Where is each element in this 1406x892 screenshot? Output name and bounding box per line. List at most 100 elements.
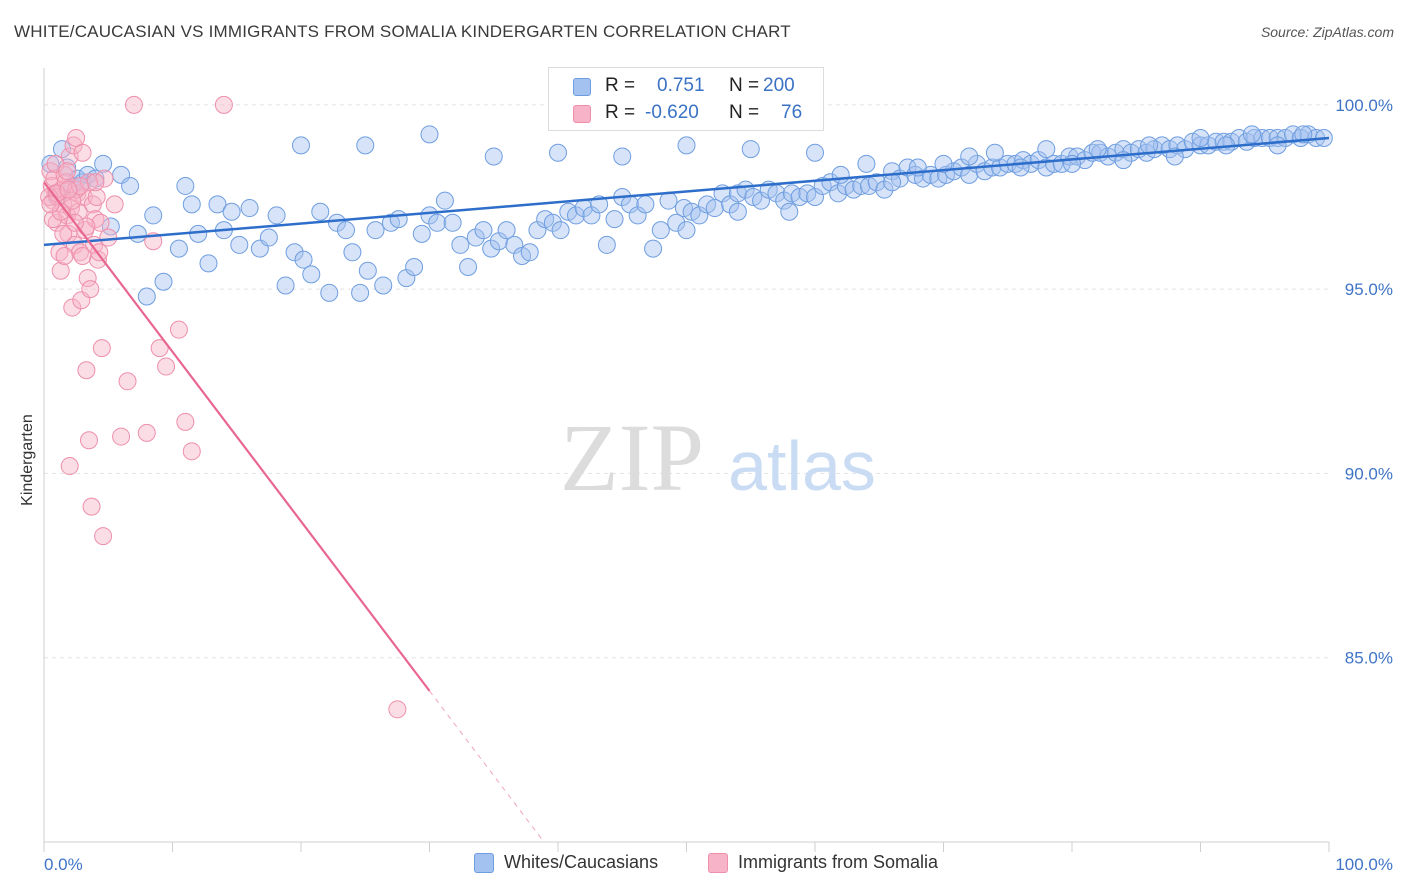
legend-n-label: N = [729,75,760,96]
point-somalia [81,280,100,299]
point-whites [1037,140,1056,159]
point-somalia [60,457,79,476]
x-tick-label: 0.0% [44,855,83,874]
point-whites [831,165,850,184]
legend-r-value-whites: 0.751 [657,75,705,96]
legend-r-value-somalia: -0.620 [645,102,699,123]
point-somalia [182,442,201,461]
point-somalia [78,269,97,288]
point-whites [677,221,696,240]
bottom-legend-swatch-whites [474,853,494,873]
point-somalia [86,210,105,229]
point-whites [484,147,503,166]
legend-swatch-whites [573,78,591,96]
point-whites [651,221,670,240]
point-whites [176,176,195,195]
point-somalia [43,210,62,229]
y-tick-labels: 85.0% 90.0% 95.0% 100.0% [1335,96,1393,668]
point-whites [1242,125,1261,144]
point-whites [240,199,259,218]
point-somalia [118,372,137,391]
point-whites [459,258,478,277]
point-somalia [176,412,195,431]
point-whites [267,206,286,225]
series-somalia-points [40,95,407,719]
trend-line-whites [43,136,1330,247]
point-somalia [95,169,114,188]
x-tick-labels: 0.0% 100.0% [44,855,1393,874]
point-whites [613,147,632,166]
point-whites [320,283,339,302]
point-whites [775,191,794,210]
point-whites [137,287,156,306]
legend-n-value-somalia: 76 [781,102,803,123]
point-whites [428,213,447,232]
y-tick-label: 85.0% [1345,649,1393,668]
point-somalia [55,246,74,265]
point-whites [466,228,485,247]
point-somalia [41,195,60,214]
point-somalia [64,136,83,155]
point-whites [420,125,439,144]
point-whites [867,173,886,192]
trend-line-somalia [43,181,431,692]
point-whites [605,210,624,229]
point-whites [597,235,616,254]
point-whites [566,206,585,225]
point-whites [169,239,188,258]
point-whites [551,221,570,240]
point-somalia [94,527,113,546]
point-whites [659,191,678,210]
point-whites [667,213,686,232]
point-somalia [63,298,82,317]
point-whites [960,147,979,166]
point-whites [549,143,567,162]
point-whites [327,213,346,232]
point-somalia [51,261,70,280]
legend-n-label: N = [729,102,760,123]
point-whites [356,136,375,155]
point-somalia [59,180,78,199]
series-whites-points [41,125,1333,306]
point-somalia [150,339,169,358]
point-somalia [124,95,143,114]
point-whites [883,173,902,192]
point-whites [451,235,470,254]
bottom-legend-label-whites: Whites/Caucasians [504,852,659,872]
point-whites [358,261,377,280]
x-tick-label: 100.0% [1335,855,1393,874]
point-somalia [77,361,96,380]
point-whites [343,243,362,262]
point-whites [497,221,516,240]
point-whites [875,180,894,199]
point-whites [336,221,355,240]
trend-line-somalia-extension [429,690,545,843]
point-whites [208,195,227,214]
point-whites [294,250,313,269]
point-whites [1268,136,1287,155]
point-whites [121,176,140,195]
point-whites [94,154,113,173]
point-whites [741,140,760,159]
point-whites [420,206,439,225]
point-whites [1191,129,1210,148]
point-whites [829,184,848,203]
point-somalia [73,246,92,265]
watermark-zip: ZIP [560,404,704,511]
point-whites [405,258,424,277]
point-whites [543,213,562,232]
point-whites [302,265,321,284]
point-somalia [58,162,77,181]
point-somalia [70,176,89,195]
watermark-atlas: atlas [728,427,876,505]
point-whites [101,217,120,236]
point-whites [374,276,393,295]
bottom-legend-swatch-somalia [708,853,728,873]
correlation-legend: R = 0.751 N = 200 R = -0.620 N = 76 [548,67,824,131]
point-whites [259,228,278,247]
point-whites [636,195,655,214]
point-whites [705,199,724,218]
point-somalia [214,95,233,114]
point-whites [985,143,1004,162]
